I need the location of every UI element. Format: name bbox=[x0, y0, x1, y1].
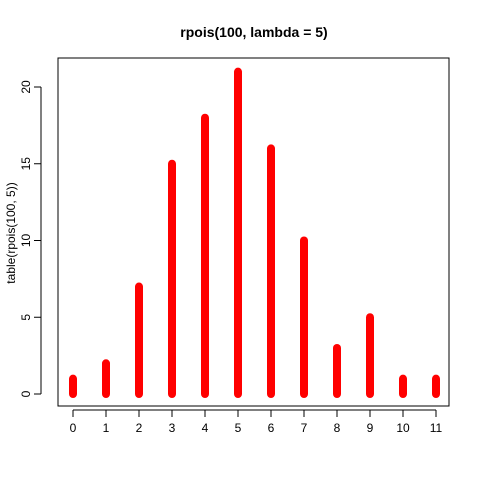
x-tick-label: 7 bbox=[301, 421, 308, 435]
x-axis: 0 1 2 3 4 5 6 7 8 9 10 11 bbox=[70, 409, 443, 435]
x-tick-label: 0 bbox=[70, 421, 77, 435]
x-tick-label: 10 bbox=[396, 421, 410, 435]
x-tick-label: 2 bbox=[136, 421, 143, 435]
x-tick-label: 4 bbox=[202, 421, 209, 435]
plot-frame bbox=[57, 57, 450, 407]
y-tick-label: 20 bbox=[19, 80, 33, 94]
x-tick-label: 1 bbox=[103, 421, 110, 435]
x-tick-label: 11 bbox=[430, 421, 443, 435]
y-tick-label: 15 bbox=[19, 157, 33, 171]
bars bbox=[69, 67, 440, 398]
y-tick-label: 0 bbox=[19, 390, 33, 397]
x-tick-label: 6 bbox=[268, 421, 275, 435]
x-tick-label: 3 bbox=[169, 421, 176, 435]
chart-title: rpois(100, lambda = 5) bbox=[180, 24, 327, 40]
x-tick-label: 8 bbox=[334, 421, 341, 435]
y-axis: 0 5 10 15 20 bbox=[19, 80, 42, 397]
y-tick-label: 5 bbox=[19, 314, 33, 321]
y-axis-label: table(rpois(100, 5)) bbox=[4, 182, 18, 283]
x-tick-label: 5 bbox=[235, 421, 242, 435]
y-tick-label: 10 bbox=[19, 234, 33, 248]
x-tick-label: 9 bbox=[367, 421, 374, 435]
